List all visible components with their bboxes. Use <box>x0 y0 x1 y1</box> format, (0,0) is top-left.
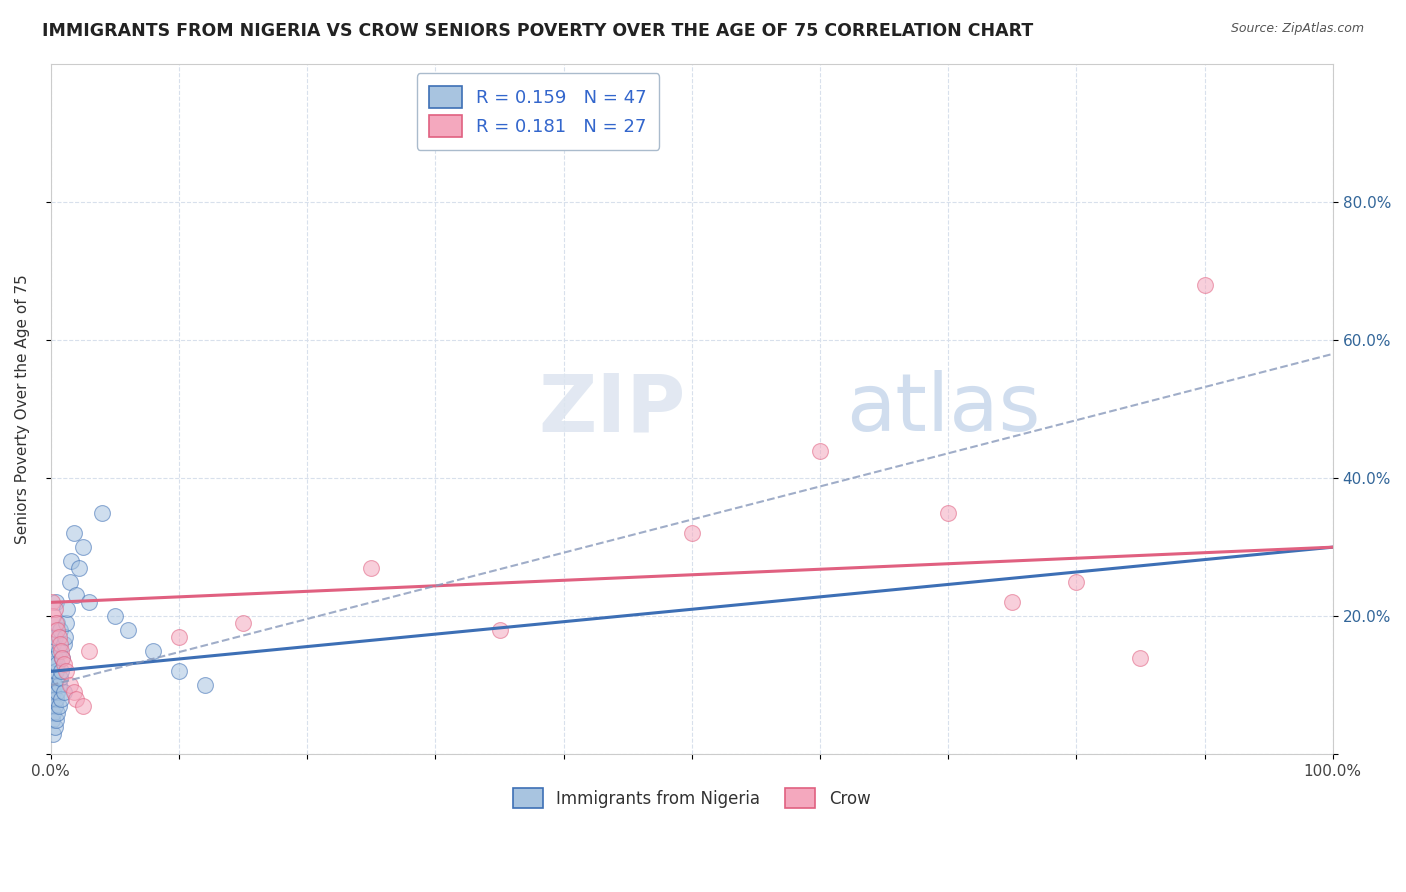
Point <box>46 706 69 720</box>
Point <box>45 616 67 631</box>
Point <box>53 630 76 644</box>
Point <box>46 616 69 631</box>
Point <box>51 650 73 665</box>
Point <box>808 443 831 458</box>
Text: IMMIGRANTS FROM NIGERIA VS CROW SENIORS POVERTY OVER THE AGE OF 75 CORRELATION C: IMMIGRANTS FROM NIGERIA VS CROW SENIORS … <box>42 22 1033 40</box>
Text: atlas: atlas <box>845 370 1040 448</box>
Point <box>56 602 79 616</box>
Point <box>45 595 67 609</box>
Point <box>42 685 65 699</box>
Point <box>48 698 70 713</box>
Point <box>49 665 72 679</box>
Point <box>49 643 72 657</box>
Point <box>72 698 94 713</box>
Point <box>42 657 65 672</box>
Point <box>48 630 70 644</box>
Point <box>46 623 69 637</box>
Point <box>67 561 90 575</box>
Point <box>232 616 254 631</box>
Point <box>1194 277 1216 292</box>
Point <box>79 595 101 609</box>
Y-axis label: Seniors Poverty Over the Age of 75: Seniors Poverty Over the Age of 75 <box>15 274 30 544</box>
Point <box>44 650 66 665</box>
Point <box>41 692 63 706</box>
Point <box>167 630 190 644</box>
Point <box>48 678 70 692</box>
Point <box>55 665 77 679</box>
Point <box>65 589 87 603</box>
Point <box>488 623 510 637</box>
Point <box>41 713 63 727</box>
Point <box>360 561 382 575</box>
Point <box>59 574 82 589</box>
Point <box>49 671 72 685</box>
Point <box>44 698 66 713</box>
Point <box>46 685 69 699</box>
Point <box>55 616 77 631</box>
Point <box>194 678 217 692</box>
Point <box>41 595 63 609</box>
Point <box>49 623 72 637</box>
Point <box>42 706 65 720</box>
Point <box>51 650 73 665</box>
Point <box>681 526 703 541</box>
Point <box>45 665 67 679</box>
Point <box>63 526 86 541</box>
Point <box>49 692 72 706</box>
Point <box>46 657 69 672</box>
Point <box>44 678 66 692</box>
Point <box>42 671 65 685</box>
Point <box>91 506 114 520</box>
Point <box>42 637 65 651</box>
Point <box>63 685 86 699</box>
Point <box>117 623 139 637</box>
Text: Source: ZipAtlas.com: Source: ZipAtlas.com <box>1230 22 1364 36</box>
Point <box>167 665 190 679</box>
Point <box>79 643 101 657</box>
Point <box>42 726 65 740</box>
Point <box>60 554 83 568</box>
Point <box>142 643 165 657</box>
Point <box>52 657 75 672</box>
Point <box>52 637 75 651</box>
Point <box>104 609 127 624</box>
Point <box>1066 574 1088 589</box>
Legend: Immigrants from Nigeria, Crow: Immigrants from Nigeria, Crow <box>506 781 877 815</box>
Point <box>1129 650 1152 665</box>
Point <box>49 637 72 651</box>
Point <box>1001 595 1024 609</box>
Point <box>44 602 66 616</box>
Point <box>45 692 67 706</box>
Point <box>45 713 67 727</box>
Point <box>59 678 82 692</box>
Point <box>44 720 66 734</box>
Text: ZIP: ZIP <box>538 370 685 448</box>
Point <box>48 643 70 657</box>
Point <box>65 692 87 706</box>
Point <box>72 540 94 554</box>
Point <box>936 506 959 520</box>
Point <box>44 630 66 644</box>
Point <box>42 609 65 624</box>
Point <box>52 685 75 699</box>
